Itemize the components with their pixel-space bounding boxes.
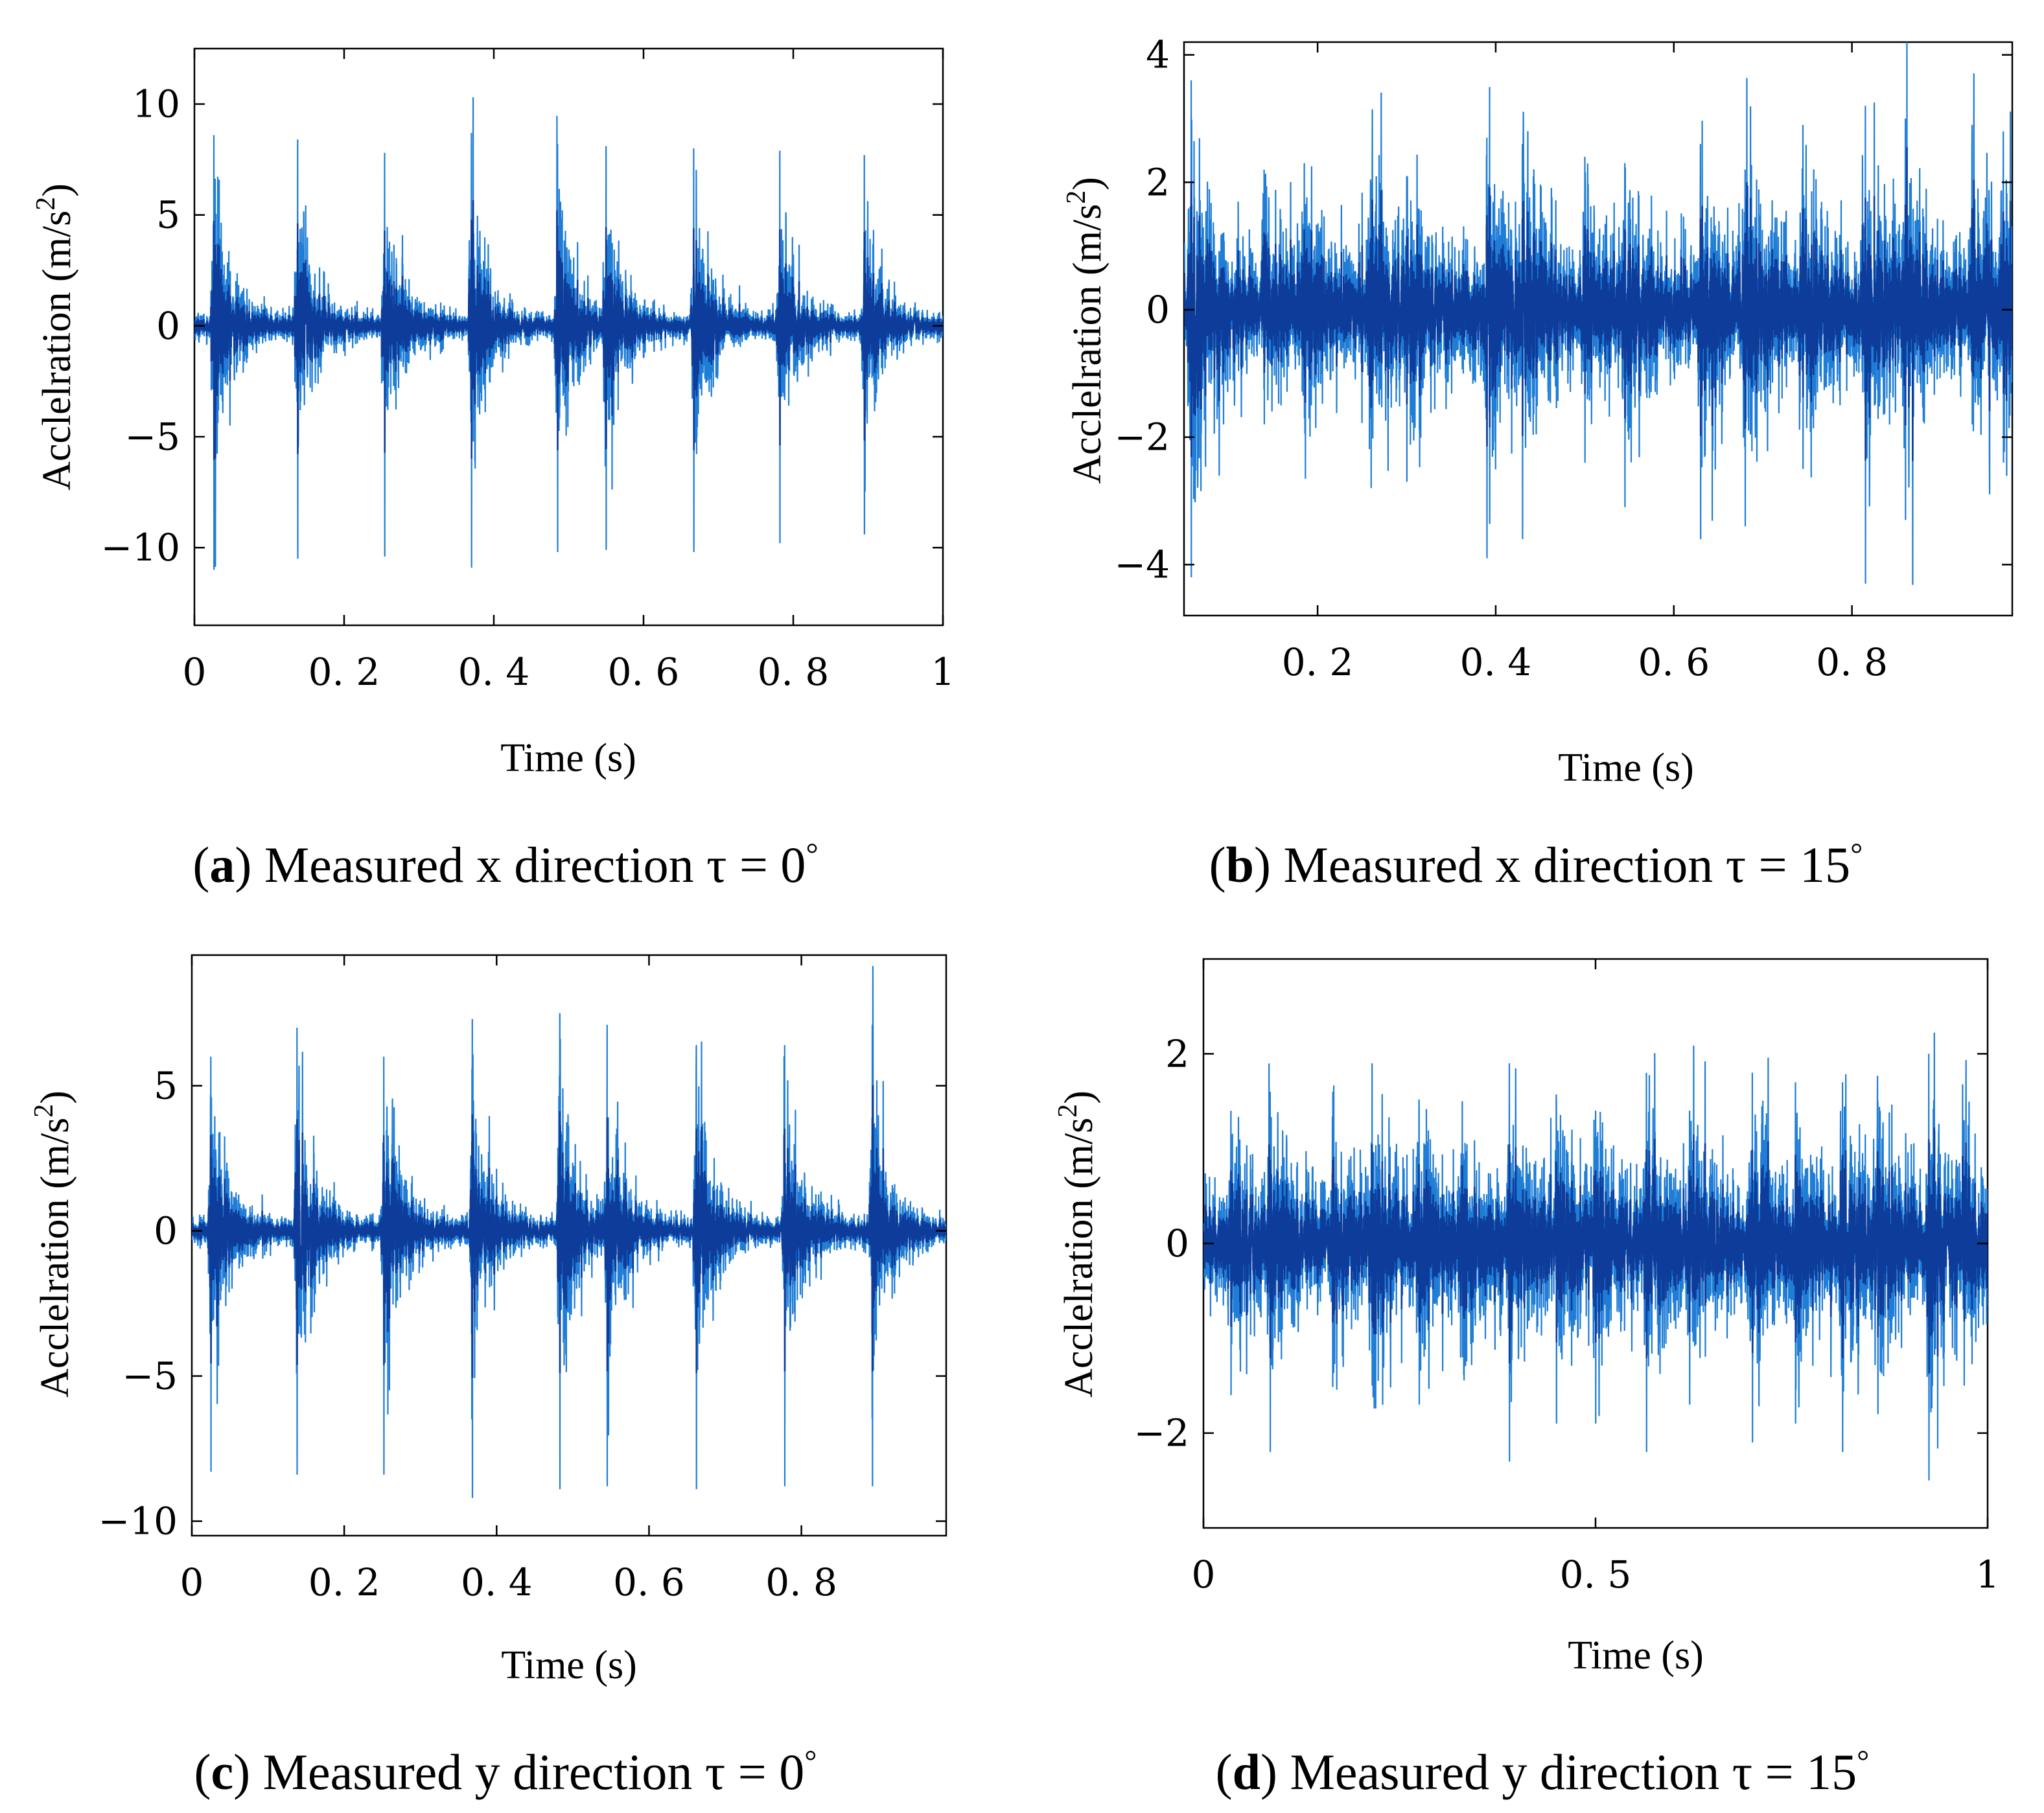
x-tick-label: 0. 2 — [1282, 640, 1354, 684]
x-tick-label: 0 — [183, 650, 207, 694]
y-tick-label: 0 — [154, 1209, 178, 1253]
y-tick-label: −5 — [122, 1354, 178, 1398]
x-axis-label: Time (s) — [1568, 1634, 1704, 1678]
signal-line-dense — [1184, 147, 2012, 461]
x-tick-label: 0. 4 — [461, 1560, 533, 1604]
y-tick-label: 0 — [1165, 1221, 1189, 1265]
chart-panel-a: Acclelration (m/s2) Time (s) 0 0. 2 0. 4 0.… — [0, 0, 1011, 810]
signal-line-dense — [192, 1085, 946, 1378]
x-tick-label: 0. 2 — [308, 650, 380, 694]
signal-line-dense — [194, 200, 943, 461]
y-tick-label: −10 — [99, 1499, 178, 1543]
y-tick-label: −5 — [125, 415, 181, 459]
y-tick-label: 10 — [132, 82, 180, 126]
chart-panel-b: Acclelration (m/s2) Time (s) 0. 2 0. 4 0. … — [1024, 0, 2044, 810]
x-axis-label: Time (s) — [501, 1643, 637, 1687]
x-axis-label: Time (s) — [1558, 746, 1694, 790]
x-tick-label: 0. 8 — [758, 650, 830, 694]
x-tick-label: 0. 6 — [1638, 640, 1710, 684]
y-tick-label: 2 — [1165, 1032, 1189, 1076]
x-tick-label: 0 — [1192, 1553, 1216, 1597]
x-tick-label: 0. 8 — [765, 1560, 837, 1604]
y-axis-label: Acclelration (m/s2) — [31, 183, 79, 491]
y-tick-label: −2 — [1115, 415, 1170, 459]
y-axis-title: Acclelration (m/s2) — [1062, 177, 1109, 484]
x-tick-label: 0. 6 — [613, 1560, 685, 1604]
y-tick-label: −2 — [1134, 1411, 1190, 1455]
chart-d-svg: Acclelration (m/s2) Time (s) 0 0. 5 1 2 0 −2 — [1053, 958, 2000, 1678]
y-axis-label: Acclelration (m/s2) — [29, 1091, 77, 1398]
y-tick-label: 4 — [1146, 33, 1170, 77]
signal-line-dense — [1203, 1127, 1988, 1374]
x-tick-label: 0. 6 — [608, 650, 680, 694]
y-tick-label: 0 — [1146, 288, 1170, 332]
x-tick-label: 1 — [1976, 1553, 2000, 1597]
chart-a-svg: Acclelration (m/s2) Time (s) 0 0. 2 0. 4 0.… — [31, 47, 955, 780]
y-tick-label: 5 — [156, 193, 180, 237]
caption-a: (a) Measured x direction τ = 0° — [192, 837, 819, 893]
x-tick-label: 0. 5 — [1560, 1553, 1632, 1597]
x-tick-label: 0. 2 — [308, 1560, 380, 1604]
y-tick-label: −4 — [1115, 542, 1170, 586]
chart-c-svg: Acclelration (m/s2) Time (s) 0 0. 2 0. 4 0.… — [29, 954, 947, 1687]
y-tick-label: 2 — [1146, 160, 1170, 204]
chart-panel-c: Acclelration (m/s2) Time (s) 0 0. 2 0. 4 0.… — [0, 920, 1011, 1730]
y-axis-title: Acclelration (m/s2) — [1053, 1091, 1101, 1398]
caption-b: (b) Measured x direction τ = 15° — [1209, 837, 1863, 893]
x-tick-label: 0. 8 — [1816, 640, 1888, 684]
caption-d: (d) Measured y direction τ = 15° — [1215, 1744, 1870, 1800]
x-axis-label: Time (s) — [500, 736, 636, 780]
y-tick-label: 5 — [154, 1064, 178, 1108]
x-tick-label: 1 — [931, 650, 955, 694]
x-tick-label: 0 — [180, 1560, 204, 1604]
y-tick-label: −10 — [101, 525, 180, 570]
caption-c: (c) Measured y direction τ = 0° — [194, 1744, 817, 1800]
x-tick-label: 0. 4 — [458, 650, 530, 694]
y-axis-label: Acclelration (m/s2) — [1053, 1091, 1101, 1398]
y-tick-label: 0 — [156, 304, 180, 348]
y-axis-title: Acclelration (m/s2) — [29, 1091, 77, 1398]
y-axis-label: Acclelration (m/s2) — [1062, 177, 1109, 484]
chart-panel-d: Acclelration (m/s2) Time (s) 0 0. 5 1 2 0 −2 — [1024, 920, 2044, 1730]
x-tick-label: 0. 4 — [1460, 640, 1532, 684]
y-axis-title: Acclelration (m/s2) — [31, 183, 79, 491]
chart-b-svg: Acclelration (m/s2) Time (s) 0. 2 0. 4 0. … — [1062, 33, 2014, 790]
